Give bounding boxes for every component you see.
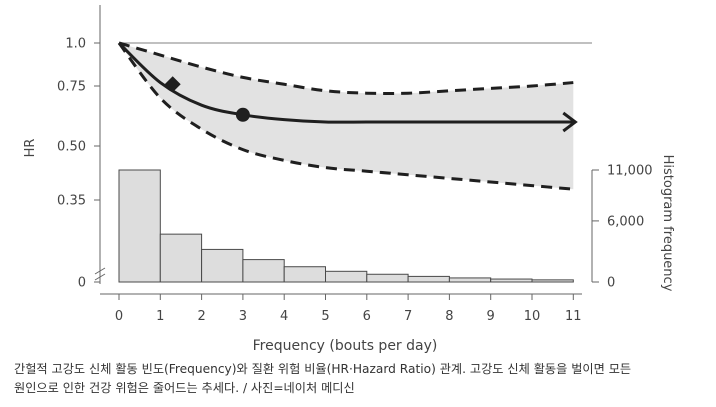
y2-axis-label: Histogram frequency xyxy=(660,155,675,292)
upper-ci-line xyxy=(118,41,574,95)
x-tick-label: 11 xyxy=(565,309,582,324)
y2-tick-label: 11,000 xyxy=(607,164,653,179)
y-axis-label: HR xyxy=(23,139,38,158)
x-tick-label: 2 xyxy=(197,309,205,324)
confidence-band xyxy=(119,43,574,190)
diamond-marker xyxy=(164,76,181,93)
histogram-bar xyxy=(407,275,450,283)
histogram-bar xyxy=(283,266,327,283)
lower-ci-line xyxy=(117,42,574,191)
y-tick-label: 0.35 xyxy=(57,194,86,209)
histogram-bar xyxy=(448,277,492,283)
caption-line-1: 간헐적 고강도 신체 활동 빈도(Frequency)와 질환 위험 비율(HR… xyxy=(14,362,632,376)
x-tick-label: 9 xyxy=(487,309,495,324)
y-tick-label: 0.50 xyxy=(57,140,86,155)
x-tick-label: 5 xyxy=(321,309,329,324)
y2-axis-ticks: 11,000 6,000 0 xyxy=(592,164,653,291)
x-tick-label: 4 xyxy=(280,309,288,324)
confidence-band-area xyxy=(119,43,574,190)
x-tick-label: 7 xyxy=(404,309,412,324)
x-tick-label: 6 xyxy=(363,309,371,324)
x-tick-label: 1 xyxy=(156,309,164,324)
y2-tick-label: 0 xyxy=(607,276,615,291)
x-tick-label: 3 xyxy=(239,309,247,324)
hr-frequency-chart: 0 1 2 3 4 5 6 7 8 9 10 11 1.0 0.75 0.50 0.35 0 11,000 6,… xyxy=(23,5,675,354)
histogram-bars xyxy=(118,169,574,283)
histogram-bar xyxy=(242,259,285,283)
histogram-bar xyxy=(159,233,203,283)
histogram-bar xyxy=(118,169,161,283)
x-tick-label: 8 xyxy=(445,309,453,324)
x-axis-ticks: 0 1 2 3 4 5 6 7 8 9 10 11 xyxy=(115,294,582,324)
x-tick-label: 10 xyxy=(524,309,541,324)
figure-caption: 간헐적 고강도 신체 활동 빈도(Frequency)와 질환 위험 비율(HR… xyxy=(14,360,704,398)
hr-curve xyxy=(117,41,578,133)
caption-line-2: 원인으로 인한 건강 위험은 줄어드는 추세다. / 사진=네이처 메디신 xyxy=(14,381,355,395)
histogram-bar xyxy=(201,248,244,283)
y-tick-label: 0 xyxy=(78,276,86,291)
hr-markers xyxy=(164,76,250,122)
y-tick-label: 1.0 xyxy=(65,37,86,52)
x-tick-label: 0 xyxy=(115,309,123,324)
circle-marker xyxy=(235,107,250,122)
histogram-bar xyxy=(325,270,368,283)
histogram-bar xyxy=(366,273,409,283)
histogram-bar xyxy=(490,278,533,283)
axes xyxy=(94,5,593,295)
confidence-interval-lines xyxy=(117,41,574,191)
y-tick-label: 0.75 xyxy=(57,80,86,95)
x-axis-label: Frequency (bouts per day) xyxy=(253,338,438,354)
y-axis-ticks: 1.0 0.75 0.50 0.35 0 xyxy=(57,37,100,291)
hr-line-path xyxy=(117,41,574,124)
axis-break-mark xyxy=(94,267,106,281)
y2-tick-label: 6,000 xyxy=(607,214,644,229)
hr-arrowhead xyxy=(562,111,578,133)
histogram-bar xyxy=(531,279,574,283)
